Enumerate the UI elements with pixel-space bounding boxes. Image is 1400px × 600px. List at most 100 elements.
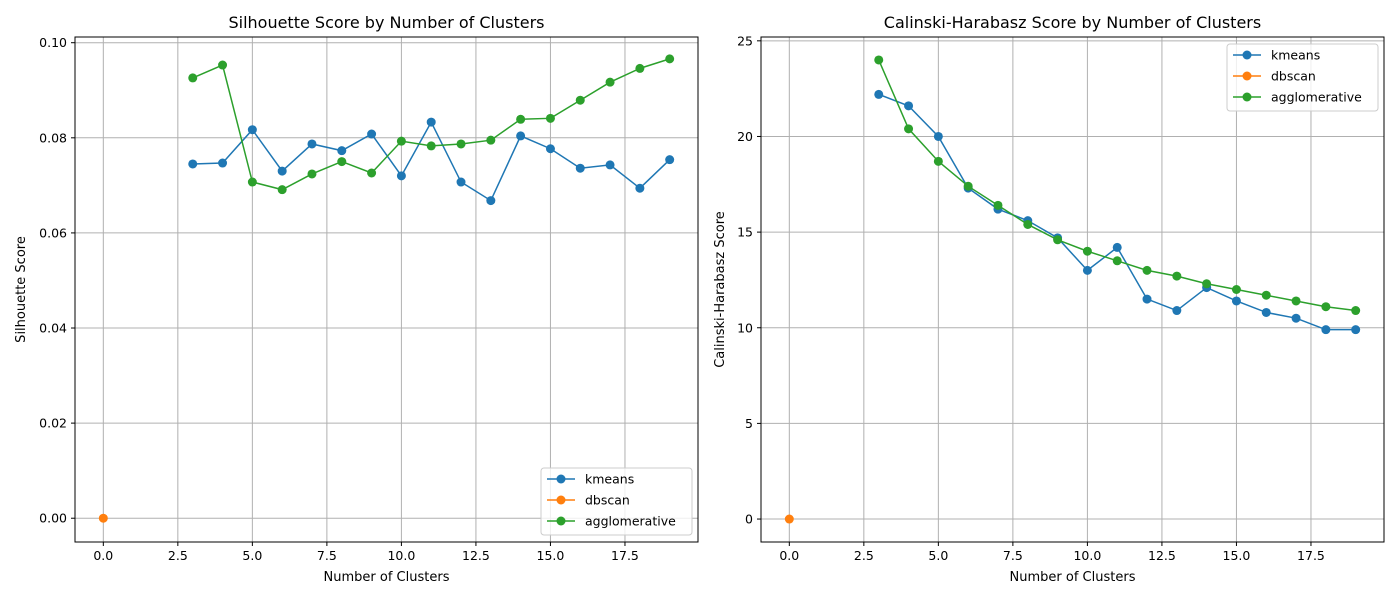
data-point (1231, 296, 1241, 306)
data-point (1053, 235, 1063, 245)
data-point (426, 117, 436, 127)
x-tick-label: 12.5 (1148, 548, 1176, 563)
data-point (933, 131, 943, 141)
legend-label: agglomerative (585, 514, 676, 529)
data-point (1351, 325, 1361, 335)
legend-label: dbscan (1271, 69, 1316, 84)
y-tick-label: 0 (745, 512, 753, 527)
legend-marker (1242, 92, 1252, 102)
series-agglomerative (874, 55, 1361, 316)
data-point (1351, 306, 1361, 316)
series-kmeans (188, 117, 675, 206)
legend-entry-kmeans: kmeans (547, 472, 634, 487)
legend-entry-agglomerative: agglomerative (1233, 90, 1362, 105)
calinski-harabasz-plot-frame (760, 36, 1385, 543)
series-dbscan (784, 514, 794, 524)
data-point (426, 141, 436, 151)
data-point (456, 177, 466, 187)
x-tick-label: 7.5 (317, 548, 337, 563)
legend-label: dbscan (585, 493, 630, 508)
data-point (904, 101, 914, 111)
calinski-harabasz-x-ticks: 0.0 2.5 5.0 7.5 10.0 12.5 15.0 17.5 (779, 542, 1325, 563)
data-point (307, 169, 317, 179)
y-tick-label: 25 (737, 33, 753, 48)
data-point (516, 114, 526, 124)
data-point (1321, 325, 1331, 335)
legend-marker (1242, 50, 1252, 60)
data-point (933, 156, 943, 166)
data-point (1112, 242, 1122, 252)
calinski-harabasz-title: Calinski-Harabasz Score by Number of Clu… (884, 13, 1261, 32)
data-point (277, 185, 287, 195)
data-point (1291, 296, 1301, 306)
data-point (665, 155, 675, 165)
y-tick-label: 0.00 (39, 511, 67, 526)
data-point (1142, 265, 1152, 275)
data-point (1172, 306, 1182, 316)
y-tick-label: 0.10 (39, 35, 67, 50)
data-point (605, 77, 615, 87)
data-point (396, 171, 406, 181)
data-point (1321, 302, 1331, 312)
y-tick-label: 15 (737, 225, 753, 240)
series-dbscan (98, 513, 108, 523)
data-point (188, 159, 198, 169)
x-tick-label: 2.5 (854, 548, 874, 563)
legend-entry-kmeans: kmeans (1233, 48, 1320, 63)
y-tick-label: 20 (737, 129, 753, 144)
y-tick-label: 0.02 (39, 416, 67, 431)
legend-label: agglomerative (1271, 90, 1362, 105)
data-point (486, 196, 496, 206)
data-point (665, 54, 675, 64)
data-point (904, 124, 914, 134)
data-point (575, 163, 585, 173)
silhouette-x-axis-label: Number of Clusters (324, 570, 450, 585)
data-point (993, 200, 1003, 210)
x-tick-label: 10.0 (1073, 548, 1101, 563)
data-point (1172, 271, 1182, 281)
data-point (367, 168, 377, 178)
legend-label: kmeans (1271, 48, 1320, 63)
data-point (963, 181, 973, 191)
data-point (1202, 279, 1212, 289)
x-tick-label: 7.5 (1003, 548, 1023, 563)
x-tick-label: 10.0 (387, 548, 415, 563)
data-point (337, 146, 347, 156)
x-tick-label: 17.5 (611, 548, 639, 563)
x-tick-label: 0.0 (779, 548, 799, 563)
data-point (1291, 313, 1301, 323)
data-point (784, 514, 794, 524)
data-point (1261, 307, 1271, 317)
calinski-harabasz-series-layer (784, 55, 1361, 524)
silhouette-y-axis-label: Silhouette Score (14, 236, 29, 343)
silhouette-grid (75, 37, 698, 542)
calinski-harabasz-y-axis-label: Calinski-Harabasz Score (713, 211, 728, 368)
data-point (247, 125, 257, 135)
x-tick-label: 5.0 (928, 548, 948, 563)
data-point (516, 131, 526, 141)
data-point (575, 95, 585, 105)
x-tick-label: 0.0 (93, 548, 113, 563)
x-tick-label: 15.0 (1223, 548, 1251, 563)
data-point (337, 157, 347, 167)
data-point (874, 55, 884, 65)
data-point (456, 139, 466, 149)
data-point (635, 183, 645, 193)
data-point (874, 89, 884, 99)
data-point (396, 136, 406, 146)
y-tick-label: 0.06 (39, 225, 67, 240)
legend-box (1226, 43, 1379, 112)
legend-entry-dbscan: dbscan (547, 493, 630, 508)
x-tick-label: 17.5 (1297, 548, 1325, 563)
y-tick-label: 10 (737, 320, 753, 335)
data-point (1142, 294, 1152, 304)
calinski-harabasz-y-ticks: 0 5 10 15 20 25 (737, 33, 761, 527)
legend-label: kmeans (585, 472, 634, 487)
calinski-harabasz-x-axis-label: Number of Clusters (1010, 570, 1136, 585)
data-point (218, 60, 228, 70)
x-tick-label: 12.5 (462, 548, 490, 563)
silhouette-legend: kmeans dbscan agglomerative (540, 467, 693, 536)
data-point (247, 177, 257, 187)
